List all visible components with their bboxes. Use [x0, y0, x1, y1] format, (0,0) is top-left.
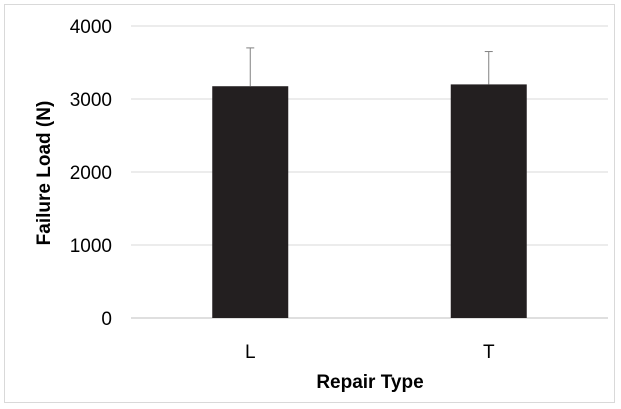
bars — [212, 84, 527, 318]
error-bars — [246, 48, 493, 86]
y-axis-title: Failure Load (N) — [34, 101, 55, 246]
x-tick-label-L: L — [245, 342, 256, 363]
gridlines — [131, 26, 608, 318]
y-tick-label: 3000 — [70, 90, 112, 111]
y-tick-label: 0 — [101, 309, 112, 330]
y-tick-labels: 0 1000 2000 3000 4000 — [70, 17, 112, 330]
x-axis-title: Repair Type — [316, 372, 423, 393]
y-tick-label: 2000 — [70, 163, 112, 184]
x-tick-label-T: T — [483, 342, 495, 363]
bar-L — [212, 86, 288, 318]
y-tick-label: 4000 — [70, 17, 112, 38]
bar-T — [451, 84, 527, 318]
y-tick-label: 1000 — [70, 236, 112, 257]
